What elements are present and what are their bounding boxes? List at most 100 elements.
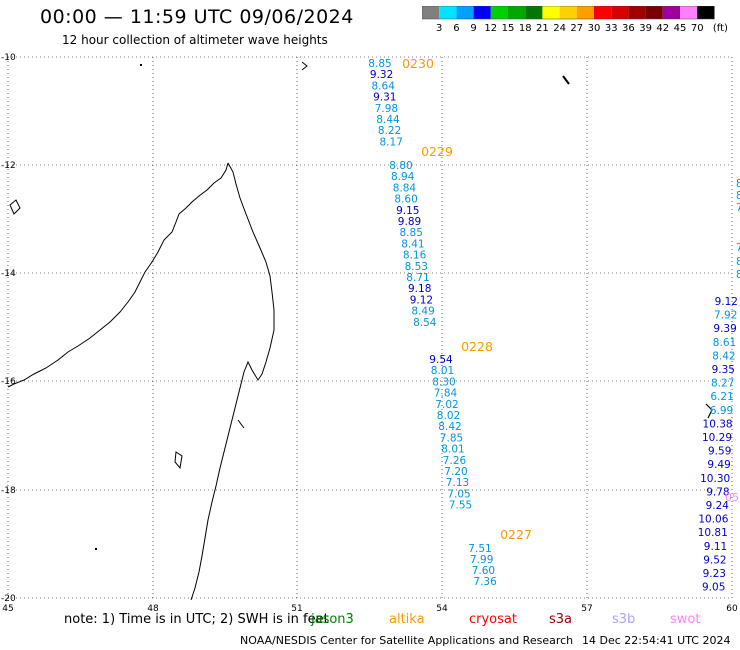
wave-height-label: 6.99 [710,405,733,417]
wave-height-label: 8.64 [372,80,396,92]
colorbar-tick-label: 12 [484,23,497,34]
wave-height-label: 7.55 [449,500,472,512]
colorbar-swatch [611,6,629,19]
wave-height-label: 9.49 [707,459,730,471]
longitude-tick-label: 60 [726,604,738,612]
wave-height-label: 9.78 [706,486,729,498]
wave-height-label: 7.05 [447,488,470,500]
page-subtitle: 12 hour collection of altimeter wave hei… [62,33,328,47]
wave-height-label: 8.53 [405,261,428,273]
pass-time-label: 05 [725,491,739,504]
wave-height-label: 9.12 [715,296,738,308]
colorbar-tick-label: 36 [622,23,635,34]
wave-height-label: 7 [736,242,740,254]
wave-height-label: 8.61 [713,337,736,349]
wave-height-label: 7 [736,202,740,214]
wave-height-label: 8.30 [432,376,455,388]
colorbar-swatch [490,6,508,19]
legend-item-swot: swot [670,612,701,627]
colorbar-tick-label: 30 [588,23,601,34]
wave-height-label: 8 [736,190,740,202]
wave-height-label: 8.27 [711,378,734,390]
wave-height-label: 8.42 [712,350,735,362]
wave-height-label: 9.35 [712,364,735,376]
wave-height-label: 8.16 [403,250,427,262]
latitude-tick-label: -14 [1,269,16,279]
wave-height-label: 10.81 [698,527,728,539]
legend-item-cryosat: cryosat [469,612,517,627]
wave-height-label: 10.06 [698,514,728,526]
wave-height-label: 8 [736,178,740,190]
wave-height-label: 8.71 [406,272,429,284]
colorbar-swatch [697,6,715,19]
longitude-tick-label: 57 [581,604,592,612]
colorbar-swatch [576,6,594,19]
colorbar-swatch [456,6,474,19]
colorbar-swatch [542,6,560,19]
colorbar-tick-label: 3 [436,23,442,34]
wave-height-label: 9.24 [706,500,730,512]
wave-height-label: 8.42 [438,421,461,433]
wave-height-label: 9.05 [702,582,725,594]
wave-height-label: 9.18 [408,283,431,295]
page-title: 00:00 — 11:59 UTC 09/06/2024 [40,6,354,28]
colorbar-tick-label: 24 [553,23,566,34]
wave-height-label: 8.85 [400,227,423,239]
wave-height-label: 8.49 [411,306,434,318]
wave-height-label: 9.54 [429,354,453,366]
legend-item-altika: altika [389,612,425,627]
colorbar-tick-label: 21 [536,23,549,34]
colorbar-tick-label: 45 [674,23,687,34]
island-outline [174,451,183,470]
wave-height-label: 7.85 [440,432,463,444]
colorbar-swatch [594,6,612,19]
colorbar-tick-label: 70 [691,23,704,34]
wave-height-label: 8.22 [378,125,401,137]
colorbar-tick-label: 15 [502,23,515,34]
colorbar-swatch [422,6,440,19]
colorbar-frame [422,6,715,20]
longitude-tick-label: 51 [291,604,302,612]
wave-height-label: 8.54 [413,317,437,329]
longitude-tick-label: 54 [436,604,448,612]
wave-height-label: 7.13 [446,477,469,489]
legend-item-jason3: jason3 [311,612,354,627]
credit-text: NOAA/NESDIS Center for Satellite Applica… [240,634,574,647]
longitude-tick-label: 48 [147,604,159,612]
wave-height-label: 8.94 [391,171,415,183]
wave-height-label: 9.89 [398,216,421,228]
wave-height-label: 8.17 [380,136,403,148]
footer-note: note: 1) Time is in UTC; 2) SWH is in fe… [64,612,329,627]
wave-height-label: 7.20 [444,466,467,478]
wave-height-label: 6.21 [710,391,733,403]
legend-item-s3a: s3a [549,612,573,627]
islet-dot [140,64,142,66]
colorbar-tick-label: 18 [519,23,532,34]
wave-height-label: 7.26 [443,455,467,467]
pass-time-label: 0229 [421,144,453,159]
wave-height-label: 9.52 [703,554,726,566]
wave-height-label: 8.60 [394,194,417,206]
generated-timestamp: 14 Dec 22:54:41 UTC 2024 [582,634,731,647]
latitude-tick-label: -16 [1,377,16,387]
colorbar-swatch [645,6,663,19]
wave-height-label: 10.38 [703,418,733,430]
wave-height-label: 9.12 [410,294,433,306]
pass-time-label: 0227 [500,527,532,542]
island-outline [237,419,245,429]
wave-height-label: 9.11 [704,541,727,553]
colorbar-swatch [508,6,526,19]
wave-height-label: 8.44 [376,114,400,126]
wave-height-label: 8.41 [401,238,424,250]
colorbar-tick-label: 42 [656,23,669,34]
wave-height-label: 8.01 [441,444,464,456]
wave-height-colorbar: 3 6 9 12 15 18 21 24 27 30 33 36 39 42 45 70 (ft) [422,6,728,34]
colorbar-swatch [680,6,698,19]
wave-height-label: 9.23 [703,568,726,580]
wave-height-label: 8.84 [393,182,417,194]
islet-dot [95,548,97,550]
colorbar-tick-label: 39 [639,23,652,34]
wave-height-label: 9.59 [708,446,731,458]
longitude-tick-label: 45 [2,604,13,612]
